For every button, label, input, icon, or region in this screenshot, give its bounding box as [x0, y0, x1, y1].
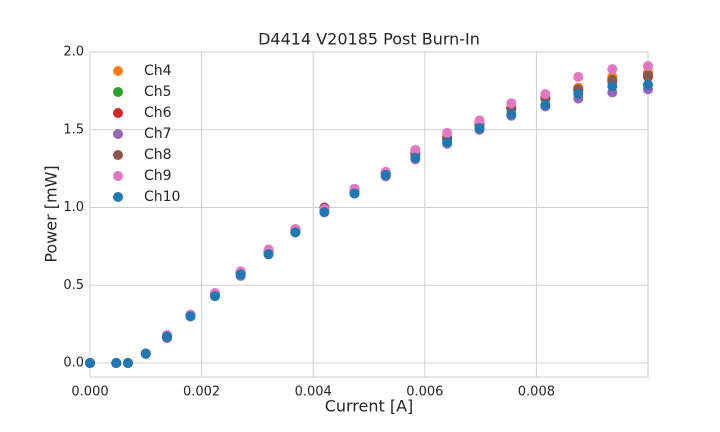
y-tick-label: 0.0: [63, 356, 84, 371]
x-tick-label: 0.004: [295, 385, 332, 400]
point: [185, 311, 196, 322]
x-tick-label: 0.000: [71, 385, 108, 400]
x-tick-label: 0.002: [183, 385, 220, 400]
legend-label: Ch5: [144, 84, 172, 100]
point: [506, 98, 517, 109]
legend-marker: [113, 129, 123, 139]
legend-label: Ch10: [144, 189, 180, 205]
point: [474, 123, 485, 134]
point: [540, 88, 551, 99]
point: [442, 137, 453, 148]
legend-label: Ch8: [144, 147, 172, 163]
point: [380, 169, 391, 180]
legend-label: Ch6: [144, 105, 172, 121]
point: [506, 109, 517, 120]
legend-label: Ch7: [144, 126, 172, 142]
point: [162, 331, 173, 342]
legend-marker: [113, 87, 123, 97]
legend-marker: [113, 192, 123, 202]
point: [111, 358, 122, 369]
legend-marker: [113, 171, 123, 181]
y-tick-label: 0.5: [63, 278, 84, 293]
x-axis-label: Current [A]: [325, 397, 414, 416]
point: [122, 358, 133, 369]
point: [573, 71, 584, 82]
point: [263, 249, 274, 260]
point: [290, 227, 301, 238]
point: [474, 115, 485, 126]
point: [85, 358, 95, 369]
point: [573, 88, 584, 99]
point: [643, 60, 653, 71]
point: [235, 269, 246, 280]
legend-marker: [113, 108, 123, 118]
legend-marker: [113, 150, 123, 160]
y-tick-label: 1.5: [63, 122, 84, 137]
legend-label: Ch4: [144, 63, 172, 79]
point: [410, 152, 421, 163]
point: [349, 188, 360, 199]
x-tick-label: 0.006: [406, 385, 443, 400]
point: [540, 99, 551, 110]
y-axis-label: Power [mW]: [42, 165, 61, 262]
point: [319, 207, 330, 218]
point: [643, 79, 653, 90]
point: [209, 291, 220, 302]
x-tick-label: 0.008: [518, 385, 555, 400]
y-tick-label: 2.0: [63, 45, 84, 60]
plot-frame: [89, 51, 649, 378]
point: [442, 127, 453, 138]
legend-marker: [113, 66, 123, 76]
point: [140, 348, 151, 359]
chart-title: D4414 V20185 Post Burn-In: [258, 30, 480, 49]
legend-label: Ch9: [144, 168, 172, 184]
point: [607, 64, 618, 75]
point: [643, 70, 653, 81]
point: [607, 81, 618, 92]
point: [410, 144, 421, 155]
y-tick-label: 1.0: [63, 200, 84, 215]
